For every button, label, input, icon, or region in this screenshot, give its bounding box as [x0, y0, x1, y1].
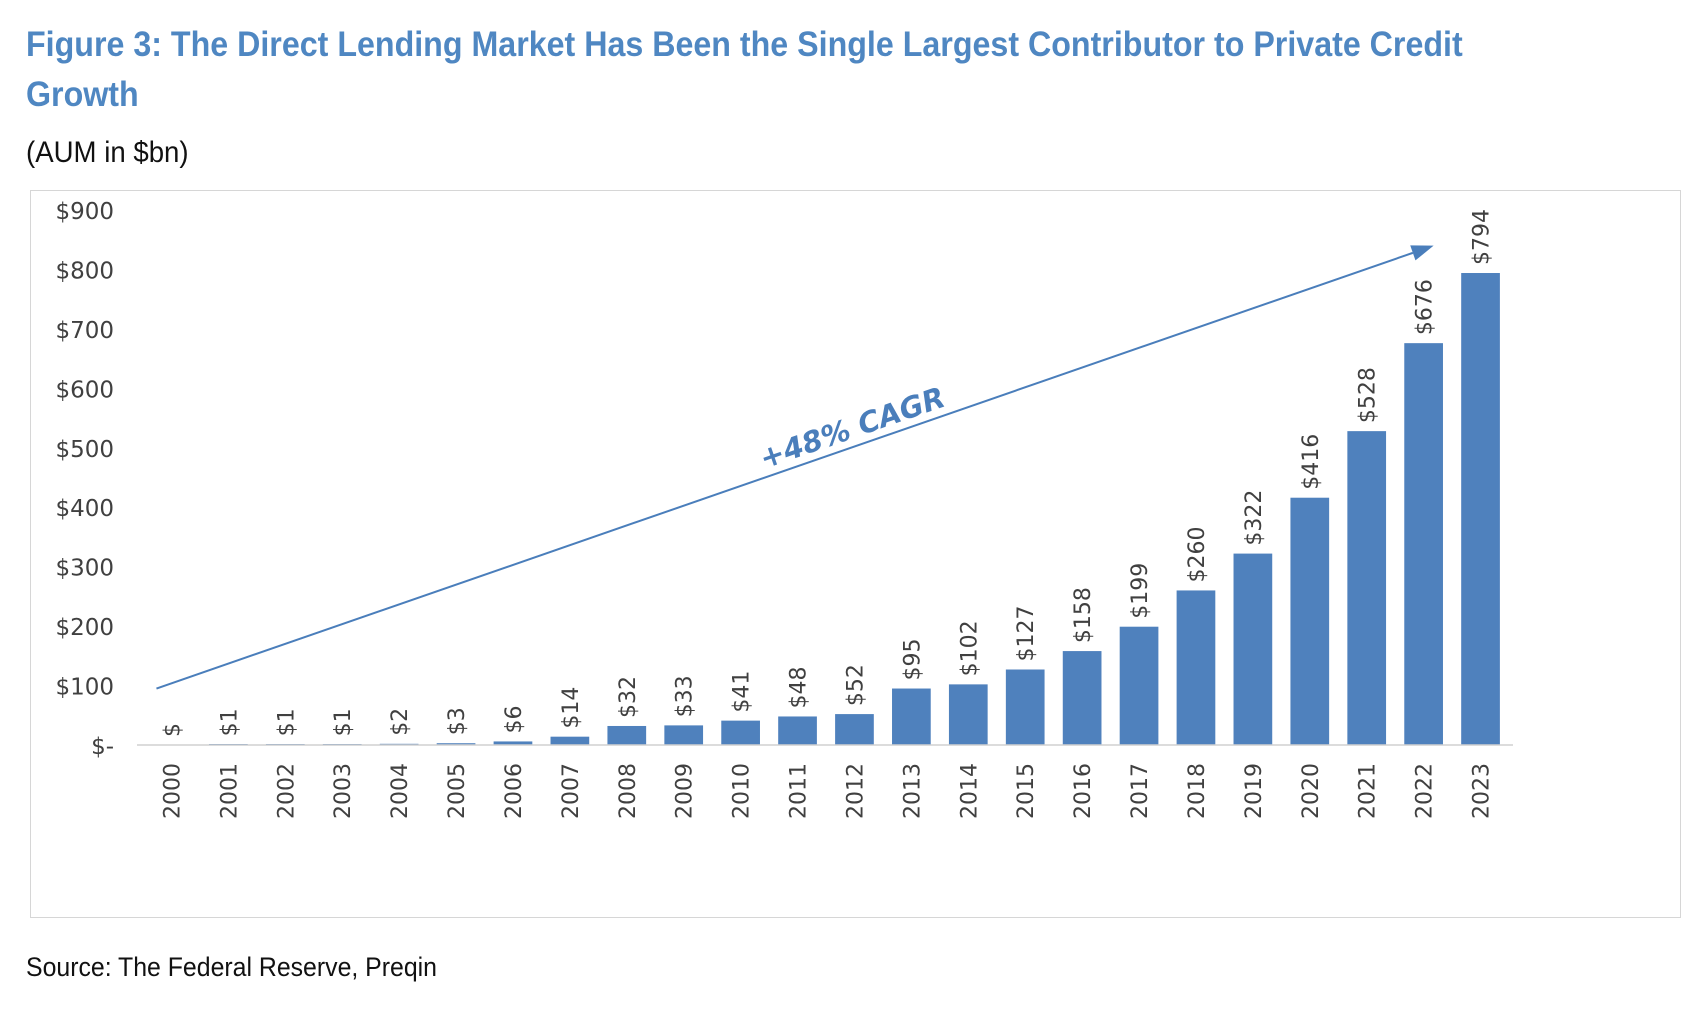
x-tick-label: 2014: [957, 763, 982, 819]
bar: [664, 725, 704, 745]
x-tick-label: 2015: [1014, 763, 1039, 819]
x-tick-label: 2003: [331, 763, 356, 819]
bar: [721, 720, 760, 745]
cagr-annotation: +48% CAGR: [755, 380, 949, 476]
x-tick-label: 2010: [730, 763, 755, 819]
data-label: $14: [559, 687, 584, 729]
x-tick-label: 2007: [559, 763, 584, 819]
bar: [607, 725, 647, 745]
x-tick-label: 2012: [843, 763, 868, 819]
data-label: $1: [274, 708, 299, 736]
data-label: $: [160, 723, 185, 737]
bar: [1005, 669, 1045, 745]
data-label: $1: [331, 708, 356, 736]
data-label: $158: [1071, 587, 1096, 643]
y-tick-label: $-: [91, 734, 114, 760]
x-tick-label: 2018: [1185, 763, 1210, 819]
x-tick-label: 2023: [1470, 763, 1495, 819]
figure-source: Source: The Federal Reserve, Preqin: [26, 952, 437, 982]
x-tick-label: 2013: [900, 763, 925, 819]
data-label: $416: [1299, 434, 1324, 490]
chart-frame: $- $100 $200 $300 $400 $500 $600 $700 $800 $900 20…: [30, 190, 1681, 918]
bar: [1119, 626, 1159, 745]
x-tick-label: 2011: [787, 763, 812, 819]
figure-subtitle: (AUM in $bn): [26, 136, 189, 169]
x-tick-label: 2022: [1413, 763, 1438, 819]
figure-title: Figure 3: The Direct Lending Market Has …: [26, 25, 1463, 114]
data-label: $199: [1128, 563, 1153, 619]
y-tick-label: $100: [55, 675, 114, 701]
bar: [1176, 590, 1216, 745]
y-tick-label: $800: [55, 258, 114, 284]
bar: [835, 714, 874, 745]
bar: [892, 688, 931, 745]
cagr-arrow-line: [156, 251, 1414, 690]
x-tick-label: 2002: [274, 763, 299, 819]
bar: [1461, 273, 1500, 745]
y-tick-label: $400: [55, 496, 114, 522]
data-label: $528: [1356, 367, 1381, 423]
x-tick-label: 2004: [388, 763, 413, 819]
y-tick-label: $300: [55, 556, 114, 582]
x-tick-label: 2008: [616, 763, 641, 819]
x-tick-label: 2000: [160, 763, 185, 819]
bar: [778, 716, 817, 745]
data-label: $32: [616, 676, 641, 718]
data-label: $1: [217, 708, 242, 736]
data-label: $6: [502, 705, 527, 733]
x-tick-label: 2019: [1242, 763, 1267, 819]
data-label: $260: [1185, 526, 1210, 582]
x-tick-label: 2005: [445, 763, 470, 819]
data-label: $2: [388, 708, 413, 736]
y-tick-label: $700: [55, 318, 114, 344]
bar: [1062, 651, 1102, 745]
x-tick-label: 2020: [1299, 763, 1324, 819]
y-tick-label: $200: [55, 615, 114, 641]
bar-chart: $- $100 $200 $300 $400 $500 $600 $700 $800 $900 20…: [55, 199, 1513, 819]
data-label: $102: [957, 620, 982, 676]
y-tick-label: $600: [55, 377, 114, 403]
x-tick-label: 2021: [1356, 763, 1381, 819]
data-label: $794: [1470, 209, 1495, 265]
y-tick-label: $900: [55, 199, 114, 225]
x-tick-label: 2016: [1071, 763, 1096, 819]
x-tick-label: 2017: [1128, 763, 1153, 819]
data-label: $48: [787, 666, 812, 708]
bar: [1290, 497, 1330, 745]
data-label: $52: [843, 664, 868, 706]
bar: [1404, 343, 1443, 745]
cagr-arrowhead: [1410, 245, 1434, 261]
bar: [493, 741, 533, 745]
data-label: $95: [900, 639, 925, 681]
data-label: $3: [445, 707, 470, 735]
x-tick-label: 2009: [673, 763, 698, 819]
data-label: $41: [730, 671, 755, 713]
bar: [1233, 553, 1273, 745]
bar: [436, 743, 476, 745]
x-tick-label: 2001: [217, 763, 242, 819]
data-label: $676: [1413, 279, 1438, 335]
data-label: $33: [673, 675, 698, 717]
bar: [948, 684, 988, 745]
data-label: $127: [1014, 606, 1039, 662]
bar: [550, 736, 590, 745]
x-tick-label: 2006: [502, 763, 527, 819]
y-tick-label: $500: [55, 437, 114, 463]
bar: [1347, 431, 1387, 745]
data-label: $322: [1242, 490, 1267, 546]
